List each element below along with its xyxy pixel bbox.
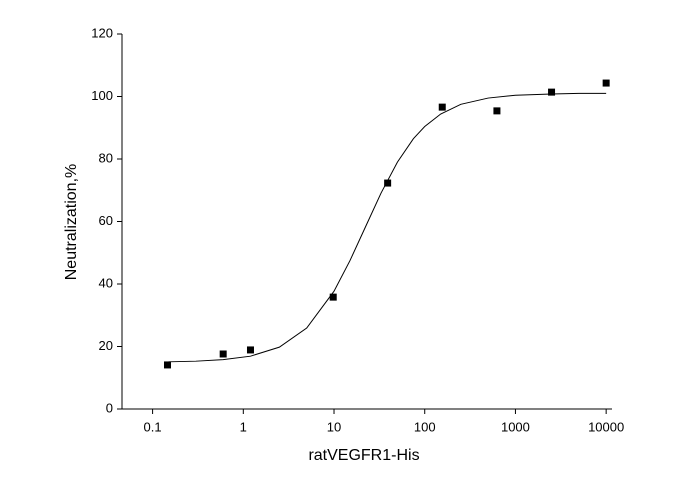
data-point <box>246 346 254 354</box>
x-tick-label: 10000 <box>588 419 624 434</box>
x-tick-label: 100 <box>414 419 436 434</box>
data-point <box>602 79 610 87</box>
y-tick-label: 20 <box>99 338 113 353</box>
data-point <box>384 179 392 187</box>
x-axis-title: ratVEGFR1-His <box>308 447 419 464</box>
y-axis-title: Neutralization,% <box>63 164 80 281</box>
y-tick-label: 40 <box>99 275 113 290</box>
data-point <box>438 103 446 111</box>
x-tick-label: 1000 <box>501 419 530 434</box>
x-tick-label: 0.1 <box>144 419 162 434</box>
y-tick-label: 100 <box>91 88 113 103</box>
y-tick-label: 80 <box>99 150 113 165</box>
data-point <box>493 107 501 115</box>
y-tick-label: 120 <box>91 25 113 40</box>
x-tick-label: 10 <box>327 419 341 434</box>
fit-curve <box>168 92 607 363</box>
y-tick-label: 0 <box>106 400 113 415</box>
data-point <box>219 350 227 358</box>
x-tick-label: 1 <box>240 419 247 434</box>
data-point <box>164 361 172 369</box>
data-point <box>548 88 556 96</box>
data-point <box>329 293 337 301</box>
y-tick-label: 60 <box>99 213 113 228</box>
